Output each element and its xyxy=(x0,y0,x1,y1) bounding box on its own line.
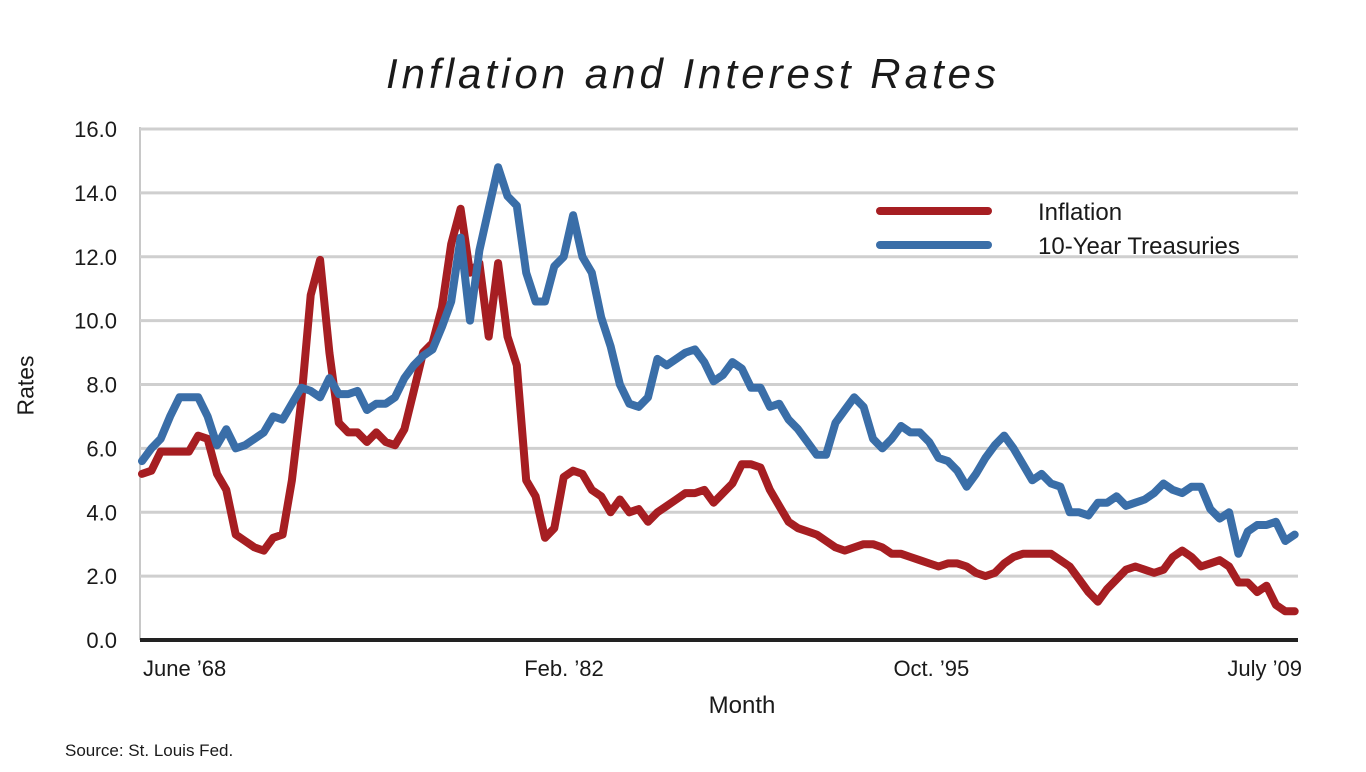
series-line-inflation xyxy=(138,204,1299,616)
x-tick-label: June ’68 xyxy=(143,656,226,681)
y-tick-label: 6.0 xyxy=(86,436,117,461)
x-axis-label: Month xyxy=(708,692,776,719)
y-tick-label: 12.0 xyxy=(74,245,117,270)
y-tick-label: 10.0 xyxy=(74,309,117,334)
y-tick-label: 16.0 xyxy=(74,117,117,142)
y-tick-label: 4.0 xyxy=(86,500,117,525)
chart-title: Inflation and Interest Rates xyxy=(386,50,1000,97)
y-tick-label: 14.0 xyxy=(74,181,117,206)
legend-label: Inflation xyxy=(1038,199,1122,226)
x-tick-label: Oct. ’95 xyxy=(893,656,969,681)
source-note: Source: St. Louis Fed. xyxy=(65,741,234,760)
y-tick-label: 0.0 xyxy=(86,628,117,653)
series-line-10-year-treasuries xyxy=(138,163,1299,558)
x-tick-label: July ’09 xyxy=(1227,656,1302,681)
y-tick-label: 2.0 xyxy=(86,564,117,589)
y-tick-label: 8.0 xyxy=(86,373,117,398)
legend-label: 10-Year Treasuries xyxy=(1038,233,1240,260)
x-tick-label: Feb. ’82 xyxy=(524,656,604,681)
